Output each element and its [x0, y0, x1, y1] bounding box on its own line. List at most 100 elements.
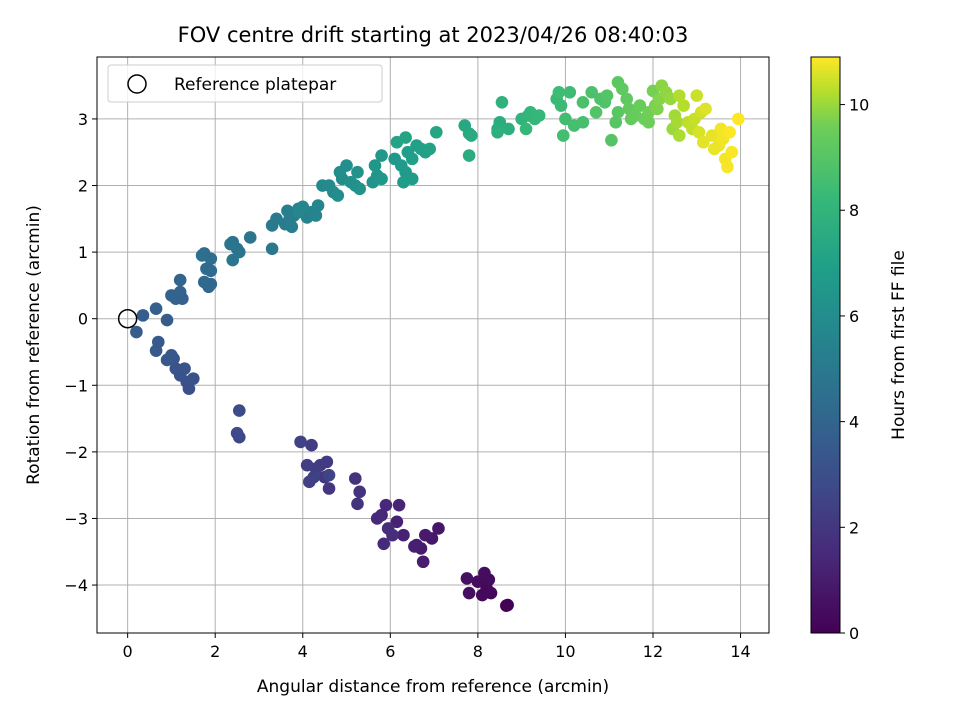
data-point — [226, 253, 240, 267]
data-point — [397, 528, 410, 542]
data-point — [605, 133, 618, 147]
data-point — [725, 145, 739, 159]
data-point — [692, 125, 706, 139]
y-tick-label: 1 — [78, 243, 88, 262]
y-axis-label: Rotation from reference (arcmin) — [24, 205, 44, 485]
colorbar-tick-label: 6 — [849, 307, 859, 326]
data-point — [322, 482, 336, 495]
y-tick-label: 2 — [78, 177, 88, 196]
data-point — [375, 172, 388, 186]
data-point — [416, 555, 430, 569]
y-axis-ticks: −4 −3 −2 −1 0 1 2 3 — [64, 110, 97, 595]
data-point — [230, 426, 244, 440]
y-tick-label: −3 — [64, 509, 88, 528]
x-tick-label: 0 — [123, 642, 133, 661]
data-point — [307, 470, 321, 484]
data-point — [462, 149, 476, 162]
x-tick-label: 2 — [210, 642, 220, 661]
data-point — [149, 302, 163, 316]
y-tick-label: 0 — [78, 310, 88, 329]
data-point — [611, 105, 625, 119]
x-tick-label: 6 — [385, 642, 395, 661]
data-point — [160, 353, 174, 367]
data-point — [377, 537, 391, 551]
data-point — [670, 115, 684, 129]
data-point — [340, 159, 353, 172]
data-point — [300, 458, 314, 472]
data-point — [386, 528, 399, 542]
data-point — [285, 220, 299, 234]
data-point — [408, 540, 421, 553]
data-point — [478, 566, 491, 580]
colorbar: 0 2 4 6 8 10 Hours from first FF file — [810, 56, 909, 643]
data-point — [475, 588, 489, 602]
data-point — [705, 129, 719, 142]
data-point — [642, 115, 655, 129]
legend-entry-reference-platepar: Reference platepar — [174, 75, 336, 95]
data-point — [429, 125, 443, 139]
data-point — [460, 572, 474, 585]
y-tick-label: −4 — [64, 576, 88, 595]
data-point — [200, 262, 213, 276]
data-point — [495, 95, 509, 109]
data-point — [351, 497, 364, 511]
plot-background — [97, 57, 769, 633]
data-point — [491, 125, 504, 139]
data-point — [493, 115, 507, 129]
data-point — [405, 152, 419, 166]
x-tick-label: 12 — [643, 642, 663, 661]
data-point — [322, 468, 336, 482]
data-point — [620, 92, 634, 106]
data-point — [609, 115, 623, 129]
data-point — [353, 485, 366, 499]
data-point — [305, 438, 318, 452]
data-point — [732, 112, 745, 126]
data-point — [379, 498, 393, 512]
x-tick-label: 14 — [730, 642, 750, 661]
data-point — [232, 404, 246, 417]
data-point — [697, 135, 710, 149]
data-point — [501, 598, 514, 612]
colorbar-tick-label: 10 — [849, 96, 869, 115]
data-point — [563, 85, 577, 99]
data-point — [600, 89, 614, 102]
data-point — [344, 175, 358, 189]
plot-frame — [96, 56, 770, 634]
data-point — [532, 109, 546, 122]
data-point — [353, 182, 366, 196]
legend-box — [107, 64, 383, 103]
reference-platepar-marker — [117, 308, 138, 329]
data-point — [633, 99, 647, 112]
data-point — [552, 85, 566, 99]
data-point — [519, 122, 533, 136]
data-point — [423, 142, 437, 156]
data-point — [130, 325, 143, 339]
data-point — [243, 231, 257, 244]
data-point — [281, 204, 294, 218]
colorbar-ticks: 0 2 4 6 8 10 — [840, 96, 869, 643]
data-point — [677, 99, 690, 112]
data-point — [589, 105, 603, 119]
data-point — [370, 512, 384, 525]
grid-lines — [97, 57, 769, 633]
data-point — [375, 149, 388, 162]
y-tick-label: 3 — [78, 110, 88, 129]
legend-marker — [127, 74, 147, 94]
data-point — [149, 344, 163, 357]
colorbar-tick-label: 4 — [849, 413, 859, 432]
colorbar-tick-label: 0 — [849, 624, 859, 643]
data-point — [576, 95, 590, 109]
data-point — [390, 515, 404, 529]
y-tick-label: −2 — [64, 443, 88, 462]
data-point — [204, 277, 218, 291]
data-point — [721, 160, 734, 174]
data-point — [690, 89, 704, 102]
data-point — [292, 205, 305, 219]
data-point — [224, 237, 237, 251]
colorbar-tick-label: 8 — [849, 201, 859, 220]
x-axis-ticks: 0 2 4 6 8 10 12 14 — [123, 633, 751, 661]
data-point — [399, 131, 412, 144]
legend: Reference platepar — [107, 64, 383, 103]
data-point — [554, 99, 568, 112]
